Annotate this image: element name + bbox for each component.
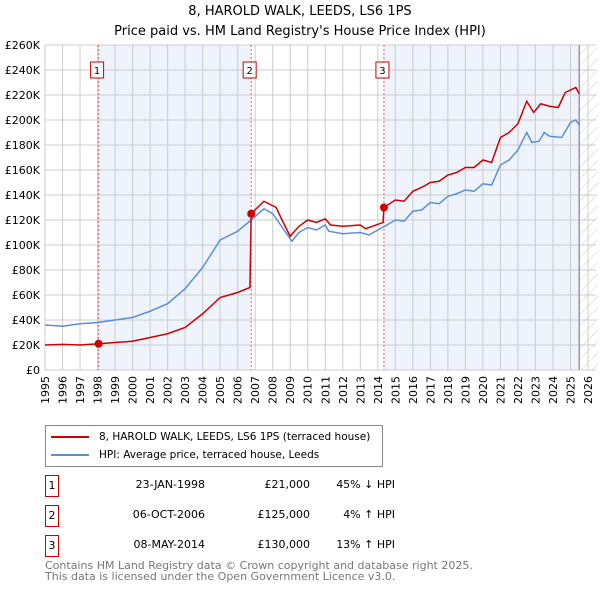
transaction-row: 3 08-MAY-2014 £130,000 13% ↑ HPI bbox=[45, 535, 395, 557]
y-tick-label: £180K bbox=[5, 139, 41, 152]
x-tick-label: 2010 bbox=[302, 376, 315, 404]
y-tick-label: £140K bbox=[5, 189, 41, 202]
blue-line-swatch bbox=[51, 454, 89, 456]
title: 8, HAROLD WALK, LEEDS, LS6 1PS bbox=[188, 4, 412, 19]
y-tick-label: £160K bbox=[5, 164, 41, 177]
x-tick-label: 2014 bbox=[372, 376, 385, 404]
x-tick-label: 2005 bbox=[214, 376, 227, 404]
x-tick-label: 1996 bbox=[57, 376, 70, 404]
y-tick-label: £20K bbox=[12, 339, 41, 352]
x-tick-label: 1999 bbox=[109, 376, 122, 404]
y-tick-label: £240K bbox=[5, 64, 41, 77]
marker-badge: 3 bbox=[45, 535, 59, 557]
sale-point bbox=[247, 209, 256, 218]
x-tick-label: 2024 bbox=[547, 376, 560, 404]
shaded-period bbox=[383, 45, 580, 370]
forecast-hatch bbox=[579, 45, 598, 370]
footer: Contains HM Land Registry data © Crown c… bbox=[45, 560, 473, 582]
x-tick-label: 2008 bbox=[267, 376, 280, 404]
legend-label: 8, HAROLD WALK, LEEDS, LS6 1PS (terraced… bbox=[99, 431, 371, 443]
hpi-line bbox=[44, 119, 580, 328]
x-tick-label: 2016 bbox=[407, 376, 420, 404]
sale-badge-label: 3 bbox=[379, 66, 385, 77]
legend: 8, HAROLD WALK, LEEDS, LS6 1PS (terraced… bbox=[45, 425, 383, 467]
shaded-period bbox=[98, 45, 252, 370]
price: £21,000 bbox=[264, 478, 311, 491]
x-tick-label: 2011 bbox=[319, 376, 332, 404]
hpi-diff: 13% ↑ HPI bbox=[336, 538, 395, 551]
chart-title: 8, HAROLD WALK, LEEDS, LS6 1PS Price pai… bbox=[0, 2, 600, 42]
red-line-swatch bbox=[51, 436, 89, 438]
x-tick-label: 2017 bbox=[424, 376, 437, 404]
property-price-line bbox=[44, 86, 580, 346]
x-tick-label: 2002 bbox=[162, 376, 175, 404]
x-tick-label: 2020 bbox=[477, 376, 490, 404]
subtitle: Price paid vs. HM Land Registry's House … bbox=[114, 24, 486, 39]
price: £130,000 bbox=[257, 538, 311, 551]
marker-badge: 1 bbox=[45, 475, 59, 497]
sale-point bbox=[379, 203, 388, 212]
x-tick-label: 2001 bbox=[144, 376, 157, 404]
x-tick-label: 2006 bbox=[232, 376, 245, 404]
y-tick-label: £60K bbox=[12, 289, 41, 302]
x-tick-label: 2004 bbox=[197, 376, 210, 404]
x-tick-label: 2007 bbox=[249, 376, 262, 404]
y-tick-label: £80K bbox=[12, 264, 41, 277]
y-tick-label: £0 bbox=[26, 364, 40, 377]
date: 08-MAY-2014 bbox=[133, 538, 205, 551]
sale-badge bbox=[375, 61, 390, 79]
legend-item-hpi: HPI: Average price, terraced house, Leed… bbox=[51, 446, 319, 464]
y-tick-label: £120K bbox=[5, 214, 41, 227]
licence-text: This data is licensed under the Open Gov… bbox=[45, 570, 396, 583]
x-tick-label: 2009 bbox=[284, 376, 297, 404]
hpi-diff: 45% ↓ HPI bbox=[336, 478, 395, 491]
y-tick-label: £100K bbox=[5, 239, 41, 252]
legend-item-property: 8, HAROLD WALK, LEEDS, LS6 1PS (terraced… bbox=[51, 428, 370, 446]
plot-area: 1995 1996 1997 1998 1999 2000 2001 2002 2003 2004… bbox=[5, 39, 598, 404]
price: £125,000 bbox=[257, 508, 311, 521]
x-tick-label: 2026 bbox=[582, 376, 595, 404]
transaction-row: 2 06-OCT-2006 £125,000 4% ↑ HPI bbox=[45, 505, 395, 527]
transaction-row: 1 23-JAN-1998 £21,000 45% ↓ HPI bbox=[45, 475, 395, 497]
y-tick-label: £220K bbox=[5, 89, 41, 102]
x-tick-label: 2015 bbox=[389, 376, 402, 404]
sale-badge-label: 1 bbox=[94, 66, 100, 77]
x-tick-label: 2000 bbox=[127, 376, 140, 404]
date: 23-JAN-1998 bbox=[135, 478, 205, 491]
x-tick-label: 2019 bbox=[459, 376, 472, 404]
x-tick-label: 1998 bbox=[92, 376, 105, 404]
sale-badge bbox=[242, 61, 257, 79]
copyright-text: Contains HM Land Registry data © Crown c… bbox=[45, 559, 473, 572]
hpi-diff: 4% ↑ HPI bbox=[343, 508, 395, 521]
legend-label: HPI: Average price, terraced house, Leed… bbox=[99, 449, 320, 461]
sale-point bbox=[94, 339, 103, 348]
x-tick-label: 2003 bbox=[179, 376, 192, 404]
y-tick-label: £40K bbox=[12, 314, 41, 327]
sale-badge bbox=[90, 61, 105, 79]
x-tick-label: 1995 bbox=[39, 376, 52, 404]
x-tick-label: 2022 bbox=[512, 376, 525, 404]
sale-badge-label: 2 bbox=[246, 66, 252, 77]
x-tick-label: 2018 bbox=[442, 376, 455, 404]
x-tick-label: 1997 bbox=[74, 376, 87, 404]
date: 06-OCT-2006 bbox=[132, 508, 205, 521]
y-tick-label: £260K bbox=[5, 39, 41, 52]
y-tick-label: £200K bbox=[5, 114, 41, 127]
x-tick-label: 2021 bbox=[494, 376, 507, 404]
x-tick-label: 2013 bbox=[354, 376, 367, 404]
x-tick-label: 2025 bbox=[564, 376, 577, 404]
marker-badge: 2 bbox=[45, 505, 59, 527]
x-tick-label: 2012 bbox=[337, 376, 350, 404]
x-tick-label: 2023 bbox=[529, 376, 542, 404]
